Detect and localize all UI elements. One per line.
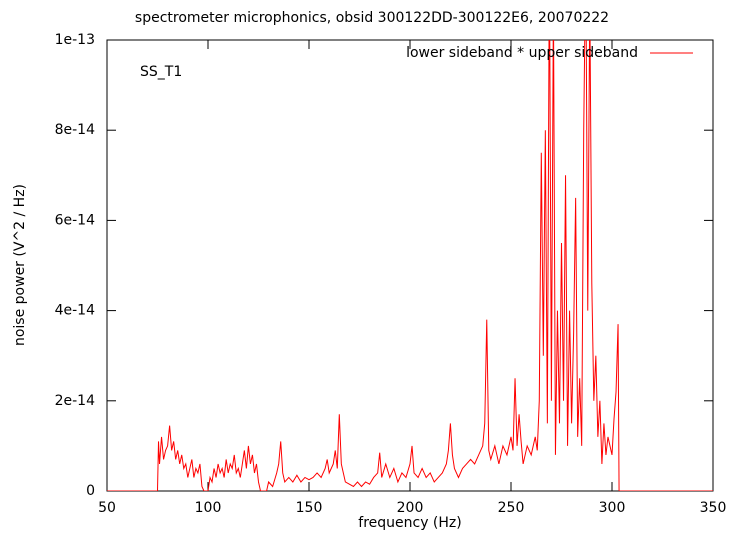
legend-label: lower sideband * upper sideband <box>406 45 638 61</box>
data-line <box>107 40 713 491</box>
x-tick-label: 300 <box>599 500 626 516</box>
x-tick-label: 250 <box>498 500 525 516</box>
x-tick-label: 100 <box>195 500 222 516</box>
y-tick-label: 0 <box>86 483 95 499</box>
chart-title: spectrometer microphonics, obsid 300122D… <box>135 10 609 26</box>
y-tick-label: 6e-14 <box>55 212 95 228</box>
x-tick-label: 350 <box>700 500 727 516</box>
x-axis-label: frequency (Hz) <box>358 515 461 531</box>
x-tick-label: 50 <box>98 500 116 516</box>
y-tick-label: 2e-14 <box>55 393 95 409</box>
plot-frame <box>106 39 714 492</box>
y-tick-label: 8e-14 <box>55 122 95 138</box>
y-axis-label: noise power (V^2 / Hz) <box>12 184 28 346</box>
annotation: SS_T1 <box>140 64 182 80</box>
y-tick-label: 1e-13 <box>55 32 95 48</box>
x-tick-label: 200 <box>397 500 424 516</box>
y-tick-label: 4e-14 <box>55 303 95 319</box>
x-tick-label: 150 <box>296 500 323 516</box>
